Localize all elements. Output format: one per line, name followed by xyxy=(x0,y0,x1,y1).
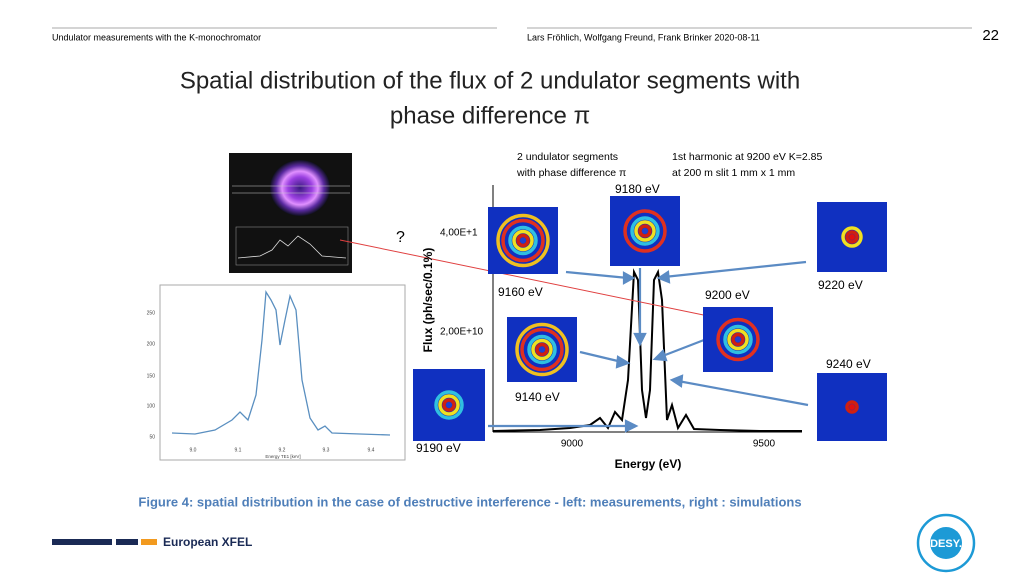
inset-label: 9240 eV xyxy=(826,357,871,371)
header-left: Undulator measurements with the K-monoch… xyxy=(52,32,261,42)
inset-ring xyxy=(727,328,749,351)
measurement-curve xyxy=(171,289,391,436)
inset-ring xyxy=(515,322,569,377)
inset-ring xyxy=(845,400,859,414)
inset-label: 9140 eV xyxy=(515,390,560,404)
page-number: 22 xyxy=(982,27,999,44)
caption: Figure 4: spatial distribution in the ca… xyxy=(138,494,801,509)
inset-core xyxy=(446,402,452,408)
y-tick-label: 100 xyxy=(147,403,156,409)
inset-label: 9180 eV xyxy=(615,182,660,196)
inset-core xyxy=(849,404,855,410)
header-right: Lars Fröhlich, Wolfgang Freund, Frank Br… xyxy=(527,32,760,42)
inset-ring xyxy=(512,229,534,252)
inset-ring xyxy=(716,317,760,362)
y-tick-label: 50 xyxy=(149,434,155,440)
brand-bar xyxy=(141,539,157,545)
brand-bar xyxy=(52,539,112,545)
title: Spatial distribution of the flux of 2 un… xyxy=(180,67,800,94)
figure-texts: 2 undulator segments with phase differen… xyxy=(265,151,822,471)
simulation-curve xyxy=(492,268,802,432)
inset-ring xyxy=(731,332,745,347)
note: 2 undulator segments xyxy=(517,151,618,163)
inset-ring xyxy=(434,390,464,420)
inset-ring xyxy=(531,338,553,361)
inset-ring xyxy=(496,213,550,268)
arrows xyxy=(488,260,809,433)
y-tick-label: 2,00E+10 xyxy=(440,327,484,338)
x-axis-label: Energy (eV) xyxy=(615,457,682,471)
inset-core xyxy=(539,346,545,353)
question-mark: ? xyxy=(396,229,405,246)
x-axis-label: Energy TE1 [keV] xyxy=(265,454,300,459)
inset-label: 9190 eV xyxy=(416,441,461,455)
note: with phase difference π xyxy=(516,167,626,179)
inset-core xyxy=(735,336,741,343)
inset-label: 9220 eV xyxy=(818,278,863,292)
inset-label: 9160 eV xyxy=(498,285,543,299)
y-tick-label: 250 xyxy=(147,310,156,316)
title: phase difference π xyxy=(390,102,590,129)
inset-ring xyxy=(442,398,456,412)
profile-curve xyxy=(237,235,347,259)
measurement-plot xyxy=(159,284,406,461)
inset-ring xyxy=(623,209,667,253)
y-axis-label: Flux (ph/sec/0.1%) xyxy=(421,248,435,353)
x-tick-label: 9.4 xyxy=(368,447,375,453)
x-tick-label: 9.2 xyxy=(279,447,286,453)
x-tick-label: 9000 xyxy=(561,439,584,450)
inset-ring xyxy=(638,224,652,238)
x-tick-label: 9.3 xyxy=(323,447,330,453)
note: at 200 m slit 1 mm x 1 mm xyxy=(672,167,795,179)
inset-ring xyxy=(535,342,549,357)
y-tick-label: 200 xyxy=(147,341,156,347)
inset-ring xyxy=(723,324,753,355)
note: 1st harmonic at 9200 eV K=2.85 xyxy=(672,151,822,163)
inset-ring xyxy=(634,220,656,242)
insets: 9180 eV 9160 eV 9220 eV 9200 eV 9140 eV 9240 … xyxy=(413,182,887,455)
inset-core xyxy=(520,237,526,244)
inset-label: 9200 eV xyxy=(705,288,750,302)
y-tick-label: 150 xyxy=(147,373,156,379)
inset-core xyxy=(642,228,648,234)
inset-ring xyxy=(527,334,557,365)
x-tick-label: 9500 xyxy=(753,439,776,450)
inset-ring xyxy=(845,230,859,244)
inset-ring xyxy=(501,218,545,263)
inset-core xyxy=(849,234,855,240)
y-tick-label: 4,00E+1 xyxy=(440,228,478,239)
logo-text: DESY. xyxy=(930,538,962,550)
inset-ring xyxy=(508,225,538,256)
inset-ring xyxy=(516,233,530,248)
inset-ring xyxy=(438,394,460,416)
pointer-line xyxy=(339,239,719,319)
inset-ring xyxy=(841,226,863,248)
beam-spot xyxy=(270,160,330,216)
inset-ring xyxy=(630,216,660,246)
x-tick-label: 9.1 xyxy=(235,447,242,453)
logo-core xyxy=(930,527,962,559)
x-tick-label: 9.0 xyxy=(190,447,197,453)
brand-bar xyxy=(116,539,138,545)
inset-ring xyxy=(520,327,564,372)
brand: European XFEL xyxy=(163,535,252,549)
profile-frame xyxy=(235,226,349,266)
